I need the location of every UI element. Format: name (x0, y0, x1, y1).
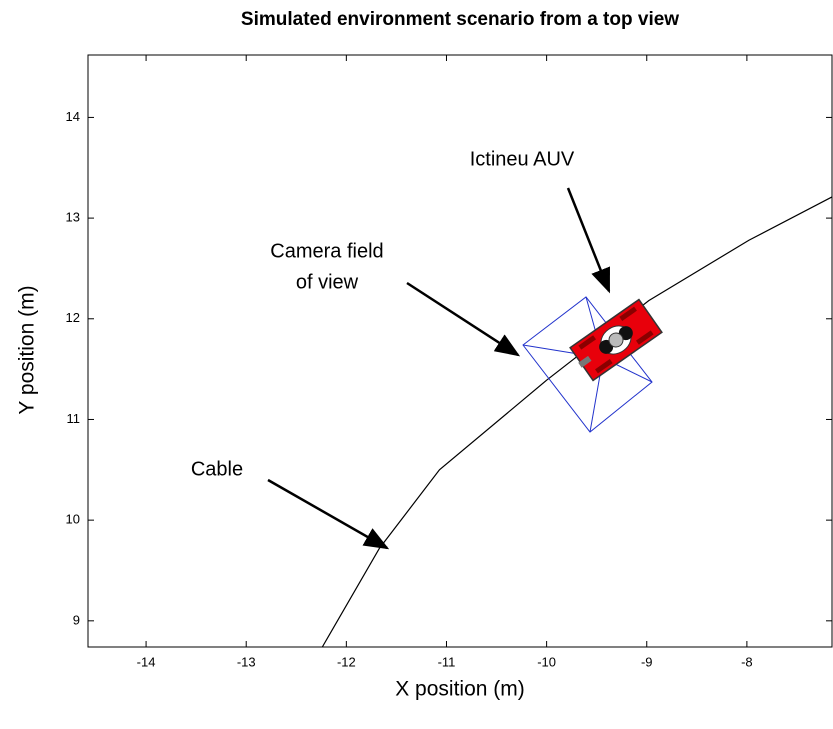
chart-title: Simulated environment scenario from a to… (241, 9, 679, 30)
x-axis-label: X position (m) (395, 678, 525, 701)
y-tick-label: 13 (66, 210, 80, 225)
annotation: of view (296, 271, 359, 293)
x-tick-label: -11 (438, 654, 456, 669)
plot-area: -14 -13 -12 -11 -10 -9 -8 9 10 11 12 13 14 (66, 55, 833, 669)
y-axis-label: Y position (m) (16, 285, 39, 414)
plot-frame (87, 54, 833, 648)
x-tick-label: -8 (741, 654, 753, 669)
x-tick-label: -14 (137, 654, 156, 669)
auv-icon (569, 298, 663, 382)
y-tick-label: 10 (66, 512, 80, 527)
x-tick-label: -9 (641, 654, 653, 669)
annotation: Cable (191, 458, 243, 480)
x-tick-label: -13 (237, 654, 256, 669)
y-tick-label: 9 (73, 612, 80, 627)
y-tick-label: 14 (66, 109, 80, 124)
arrows (267, 187, 611, 550)
annotation: Ictineu AUV (470, 148, 575, 170)
y-tick-label: 12 (66, 310, 80, 325)
y-tick-label: 11 (67, 411, 81, 426)
annotation: Camera field (270, 240, 383, 262)
x-tick-label: -10 (537, 654, 556, 669)
cable-line (321, 196, 833, 648)
x-tick-label: -12 (337, 654, 356, 669)
